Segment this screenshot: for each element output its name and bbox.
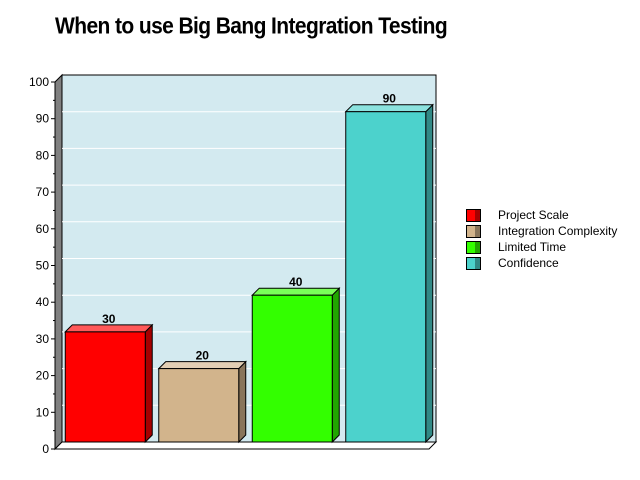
bar (158, 368, 240, 443)
y-tick-label: 50 (36, 259, 50, 273)
bar-side (331, 286, 340, 444)
bar-side (238, 360, 247, 444)
y-tick-label: 60 (36, 222, 50, 236)
y-tick-label: 0 (42, 442, 49, 456)
legend-item: Project Scale (466, 207, 617, 223)
legend: Project Scale Integration Complexity Limit… (466, 207, 617, 271)
legend-swatch (466, 240, 481, 254)
y-tick-label: 40 (36, 295, 50, 309)
bar-top (251, 287, 341, 296)
legend-label: Integration Complexity (498, 224, 618, 238)
legend-label: Limited Time (498, 240, 567, 254)
y-tick-label: 100 (29, 75, 49, 89)
y-tick-label: 80 (36, 148, 50, 162)
plot-left-wall (54, 73, 63, 451)
y-tick-label: 70 (36, 185, 50, 199)
y-tick-label: 90 (36, 112, 50, 126)
bar (345, 111, 427, 443)
bar-side (144, 323, 153, 444)
data-label: 20 (196, 349, 210, 363)
chart-title: When to use Big Bang Integration Testing (55, 14, 448, 39)
bar-top (344, 104, 434, 113)
bar-top (64, 324, 154, 333)
y-tick-label: 10 (36, 405, 50, 419)
bar-top (157, 361, 247, 370)
legend-item: Limited Time (466, 239, 617, 255)
legend-swatch (466, 256, 481, 270)
y-tick-label: 20 (36, 369, 50, 383)
data-label: 40 (289, 275, 303, 289)
bar (251, 294, 333, 443)
data-label: 30 (102, 312, 116, 326)
legend-swatch (466, 224, 481, 238)
data-label: 90 (383, 92, 397, 106)
legend-label: Confidence (498, 256, 559, 270)
plot-floor (53, 441, 438, 450)
y-tick-label: 30 (36, 332, 50, 346)
legend-item: Confidence (466, 255, 617, 271)
legend-swatch (466, 208, 481, 222)
legend-item: Integration Complexity (466, 223, 617, 239)
bar-side (425, 103, 434, 444)
bar (64, 331, 146, 443)
legend-label: Project Scale (498, 208, 569, 222)
